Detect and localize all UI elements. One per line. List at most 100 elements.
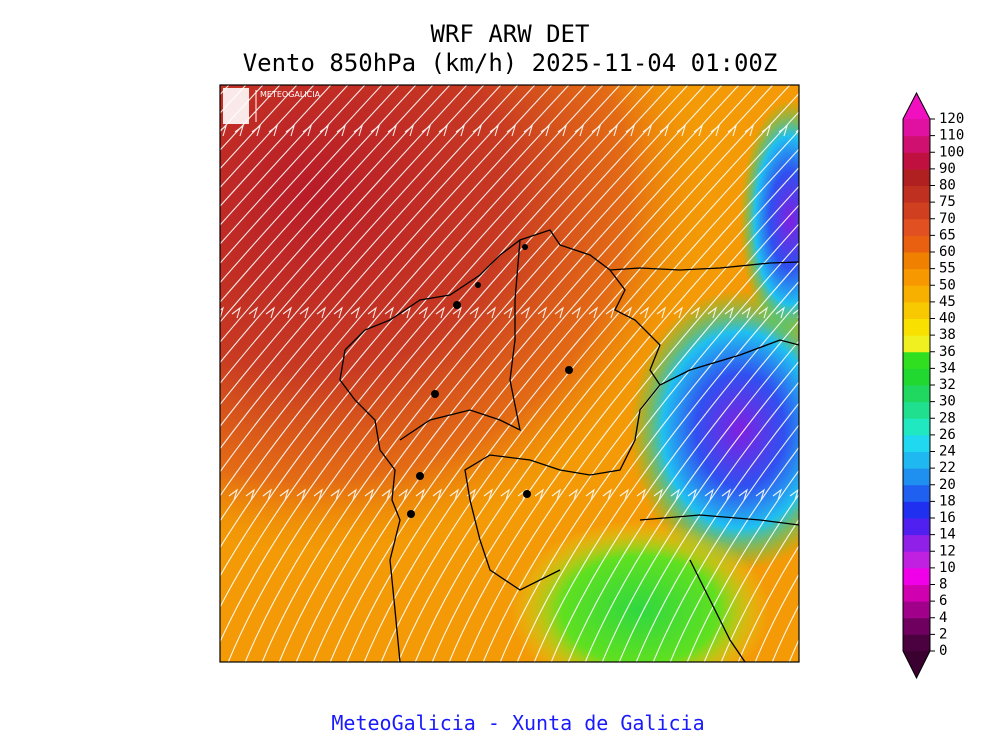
arrow <box>523 124 534 137</box>
arrow <box>571 306 582 319</box>
arrow <box>116 126 124 136</box>
arrow <box>220 124 228 137</box>
streamline <box>601 360 799 662</box>
arrow <box>568 488 579 501</box>
colorbar-segment <box>903 385 930 403</box>
arrow <box>42 490 50 500</box>
colorbar-over <box>903 93 930 119</box>
arrow <box>415 488 426 501</box>
arrow <box>11 308 19 318</box>
arrow <box>605 306 616 319</box>
colorbar-tick-label: 60 <box>939 244 956 260</box>
arrow <box>198 308 206 318</box>
arrow <box>673 306 684 319</box>
streamline <box>0 60 201 700</box>
arrow <box>721 488 732 501</box>
colorbar-segment <box>903 434 930 452</box>
colorbar-tick-label: 4 <box>939 610 947 626</box>
arrow <box>520 306 531 319</box>
arrow <box>489 124 500 137</box>
logo-text: METEOGALICIA <box>260 90 321 99</box>
colorbar-segment <box>903 567 930 585</box>
arrow <box>980 308 985 318</box>
arrow <box>789 488 799 501</box>
arrow <box>619 488 630 501</box>
arrow <box>285 124 296 137</box>
colorbar-tick-label: 100 <box>939 144 964 160</box>
streamline <box>295 85 740 662</box>
arrow <box>827 308 835 318</box>
streamline <box>312 85 757 662</box>
arrow <box>892 490 900 500</box>
arrow <box>807 490 815 500</box>
arrow <box>636 488 647 501</box>
arrow <box>810 308 818 318</box>
colorbar-segment <box>903 617 930 635</box>
arrow <box>537 306 548 319</box>
streamline <box>448 185 799 662</box>
streamline <box>652 424 799 662</box>
arrow <box>966 126 974 136</box>
arrow <box>228 488 239 501</box>
arrow <box>384 306 395 319</box>
arrow <box>282 306 293 319</box>
arrow <box>792 308 799 319</box>
arrow <box>449 488 460 501</box>
colorbar-tick-label: 16 <box>939 510 956 526</box>
colorbar-tick-label: 34 <box>939 360 956 376</box>
arrow <box>421 124 432 137</box>
arrow <box>710 124 721 137</box>
footer: MeteoGalicia - Xunta de Galicia <box>331 711 704 735</box>
colorbar-segment <box>903 501 930 519</box>
streamline <box>0 60 184 700</box>
arrow <box>585 488 596 501</box>
streamline <box>220 85 230 96</box>
streamline <box>220 85 400 284</box>
arrow <box>48 126 56 136</box>
colorbar-tick-label: 75 <box>939 194 956 210</box>
arrow <box>248 306 259 319</box>
colorbar-tick-label: 38 <box>939 327 956 343</box>
arrow <box>858 490 866 500</box>
arrow <box>775 306 786 319</box>
arrow <box>262 488 273 501</box>
arrow <box>778 124 789 137</box>
arrow <box>62 308 70 318</box>
colorbar-under <box>903 651 930 678</box>
arrow <box>676 124 687 137</box>
colorbar-tick-label: 18 <box>939 493 956 509</box>
streamline <box>703 493 799 662</box>
title: WRF ARW DET <box>431 20 590 48</box>
arrow <box>687 488 698 501</box>
colorbar-segment <box>903 368 930 386</box>
colorbar-segment <box>903 518 930 536</box>
arrow <box>574 124 585 137</box>
streamline <box>397 129 799 662</box>
colorbar-tick-label: 14 <box>939 527 956 543</box>
arrow <box>96 308 104 318</box>
streamline <box>0 60 167 700</box>
arrow <box>279 488 290 501</box>
arrow <box>164 308 172 318</box>
colorbar-tick-label: 55 <box>939 261 956 277</box>
arrow <box>184 126 192 136</box>
streamline <box>465 204 799 662</box>
streamline <box>220 85 655 644</box>
arrow <box>881 126 889 136</box>
colorbar-tick-label: 26 <box>939 427 956 443</box>
arrow <box>963 308 971 318</box>
arrow <box>370 124 381 137</box>
arrow <box>133 126 141 136</box>
arrow <box>76 490 84 500</box>
arrow <box>313 488 324 501</box>
colorbar-tick-label: 80 <box>939 178 956 194</box>
colorbar-segment <box>903 152 930 170</box>
arrow <box>161 490 169 500</box>
streamline <box>0 60 150 700</box>
streamline <box>329 85 774 662</box>
arrow <box>220 306 225 319</box>
arrow <box>432 488 443 501</box>
streamline <box>380 111 799 662</box>
arrow <box>824 490 832 500</box>
colorbar-segment <box>903 119 930 137</box>
